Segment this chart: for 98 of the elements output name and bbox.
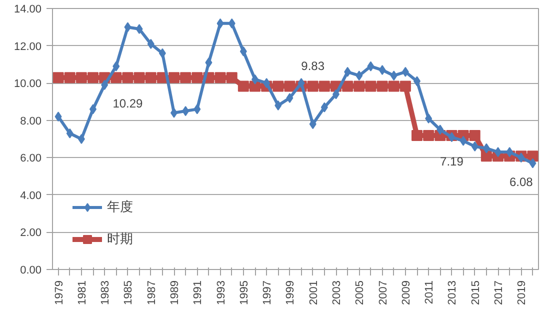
point <box>182 106 190 116</box>
point <box>158 48 166 58</box>
y-tick-label: 4.00 <box>20 190 42 202</box>
x-tick-label: 1979 <box>53 280 66 305</box>
point <box>228 18 236 28</box>
point <box>425 113 432 124</box>
point <box>354 80 365 92</box>
y-tick-label: 14.00 <box>14 4 42 16</box>
point <box>240 46 247 56</box>
annotation: 9.83 <box>301 59 325 74</box>
x-tick-label: 1989 <box>169 280 181 305</box>
y-tick-label: 12.00 <box>14 40 42 53</box>
point <box>318 80 330 92</box>
point <box>214 72 226 84</box>
point <box>52 72 64 84</box>
annotation: 7.19 <box>440 154 464 168</box>
point <box>342 80 354 92</box>
point <box>216 18 224 28</box>
point <box>344 66 352 77</box>
x-tick-label: 1993 <box>215 280 228 305</box>
point <box>356 70 363 81</box>
legend-label: 时期 <box>107 230 133 248</box>
point <box>412 130 422 141</box>
point <box>286 92 294 103</box>
point <box>263 78 270 88</box>
point <box>101 80 108 90</box>
point <box>482 143 490 154</box>
x-tick-label: 2015 <box>470 280 482 305</box>
x-tick-label: 1997 <box>262 280 274 305</box>
point <box>134 72 145 84</box>
x-tick-label: 2017 <box>493 280 505 305</box>
point <box>320 102 328 112</box>
point <box>136 24 143 34</box>
point <box>194 104 201 114</box>
point <box>298 78 305 88</box>
point <box>76 72 87 84</box>
legend-label: 年度 <box>107 198 133 216</box>
point <box>272 80 284 92</box>
point <box>365 80 376 92</box>
point <box>480 150 492 162</box>
x-tick-label: 2011 <box>424 280 436 304</box>
annotation: 10.29 <box>112 96 144 111</box>
point <box>112 61 120 72</box>
point <box>400 80 411 92</box>
point <box>205 58 212 68</box>
point <box>469 130 480 141</box>
x-tick-label: 2013 <box>446 280 459 305</box>
point <box>168 72 180 84</box>
point <box>238 80 249 92</box>
x-tick-label: 2005 <box>354 280 366 305</box>
point <box>390 70 398 81</box>
x-tick-label: 1987 <box>146 280 158 305</box>
point <box>471 141 478 152</box>
point <box>376 80 388 92</box>
y-tick-label: 2.00 <box>20 227 42 240</box>
point <box>66 128 74 138</box>
y-tick-label: 8.00 <box>20 115 42 128</box>
x-tick-label: 1983 <box>100 280 112 305</box>
point <box>367 61 374 72</box>
point <box>145 72 156 84</box>
point <box>388 80 400 92</box>
point <box>307 80 318 92</box>
x-tick-label: 2019 <box>516 280 528 305</box>
point <box>529 158 536 168</box>
y-tick-label: 10.00 <box>14 78 42 90</box>
point <box>423 130 434 141</box>
point <box>506 147 514 158</box>
point <box>309 119 316 130</box>
point <box>110 72 122 84</box>
x-tick-label: 1981 <box>76 280 88 305</box>
point <box>147 38 154 49</box>
x-tick-label: 2001 <box>308 280 320 305</box>
x-tick-label: 1991 <box>192 280 204 305</box>
point <box>436 124 444 135</box>
point <box>284 80 296 92</box>
point <box>122 72 134 84</box>
point <box>378 65 386 76</box>
point <box>124 22 132 32</box>
point <box>88 72 98 84</box>
point <box>64 72 76 84</box>
point <box>226 72 238 84</box>
x-tick-label: 2009 <box>400 280 412 305</box>
point <box>54 112 62 122</box>
annotation: 6.08 <box>509 175 534 190</box>
x-tick-label: 1995 <box>238 280 250 305</box>
point <box>402 66 409 77</box>
point <box>448 132 456 142</box>
point <box>460 136 467 146</box>
point <box>180 72 192 84</box>
y-tick-label: 6.00 <box>20 152 42 165</box>
y-tick-label: 0.00 <box>20 264 42 276</box>
x-tick-label: 2003 <box>331 280 343 305</box>
x-tick-label: 2007 <box>377 280 390 305</box>
point <box>274 100 282 110</box>
point <box>78 134 85 144</box>
point <box>192 72 203 84</box>
x-tick-label: 1985 <box>122 280 135 305</box>
x-tick-label: 1999 <box>284 280 297 305</box>
